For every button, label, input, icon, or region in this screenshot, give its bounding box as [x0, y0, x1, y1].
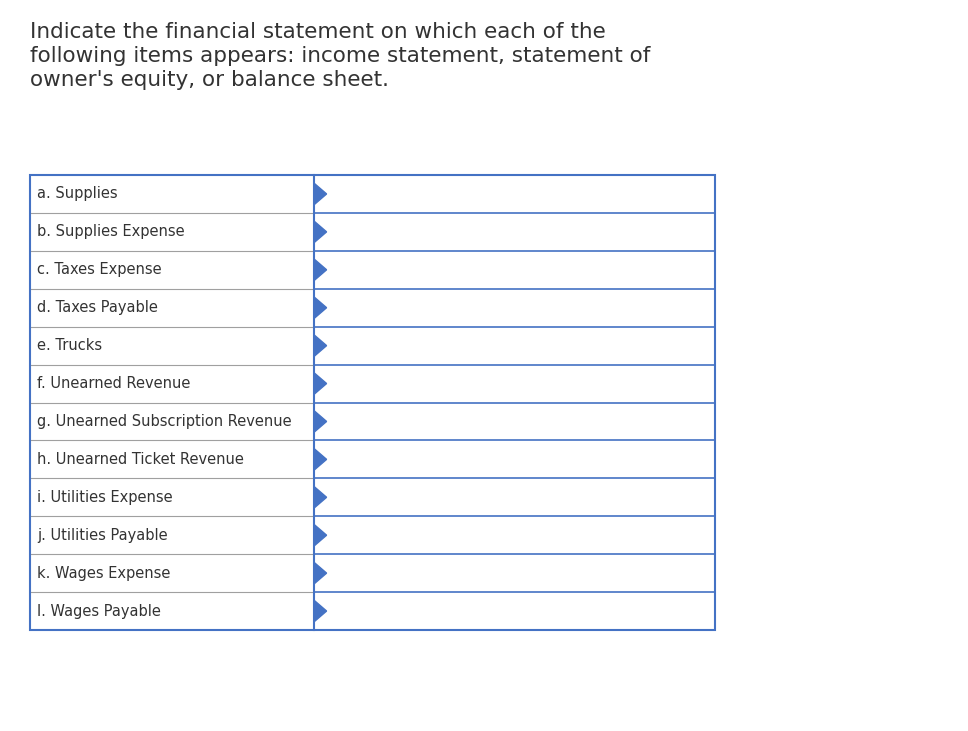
Text: i. Utilities Expense: i. Utilities Expense	[37, 490, 172, 505]
Text: Indicate the financial statement on which each of the: Indicate the financial statement on whic…	[30, 22, 606, 42]
Polygon shape	[315, 525, 326, 546]
Polygon shape	[315, 183, 326, 205]
Text: owner's equity, or balance sheet.: owner's equity, or balance sheet.	[30, 70, 389, 90]
Text: following items appears: income statement, statement of: following items appears: income statemen…	[30, 46, 650, 66]
Polygon shape	[315, 487, 326, 508]
Text: d. Taxes Payable: d. Taxes Payable	[37, 300, 158, 315]
Polygon shape	[315, 563, 326, 584]
Text: f. Unearned Revenue: f. Unearned Revenue	[37, 376, 191, 391]
Text: e. Trucks: e. Trucks	[37, 338, 103, 353]
Bar	[30, 175, 715, 630]
Polygon shape	[315, 600, 326, 621]
Text: k. Wages Expense: k. Wages Expense	[37, 566, 170, 580]
Polygon shape	[315, 335, 326, 356]
Polygon shape	[315, 260, 326, 281]
Text: b. Supplies Expense: b. Supplies Expense	[37, 224, 185, 239]
Text: c. Taxes Expense: c. Taxes Expense	[37, 262, 162, 277]
Text: h. Unearned Ticket Revenue: h. Unearned Ticket Revenue	[37, 452, 244, 467]
Text: a. Supplies: a. Supplies	[37, 186, 118, 202]
Text: g. Unearned Subscription Revenue: g. Unearned Subscription Revenue	[37, 414, 291, 429]
Polygon shape	[315, 373, 326, 394]
Text: l. Wages Payable: l. Wages Payable	[37, 604, 161, 618]
Polygon shape	[315, 411, 326, 432]
Polygon shape	[315, 449, 326, 470]
Text: j. Utilities Payable: j. Utilities Payable	[37, 528, 167, 542]
Polygon shape	[315, 221, 326, 243]
Polygon shape	[315, 297, 326, 318]
